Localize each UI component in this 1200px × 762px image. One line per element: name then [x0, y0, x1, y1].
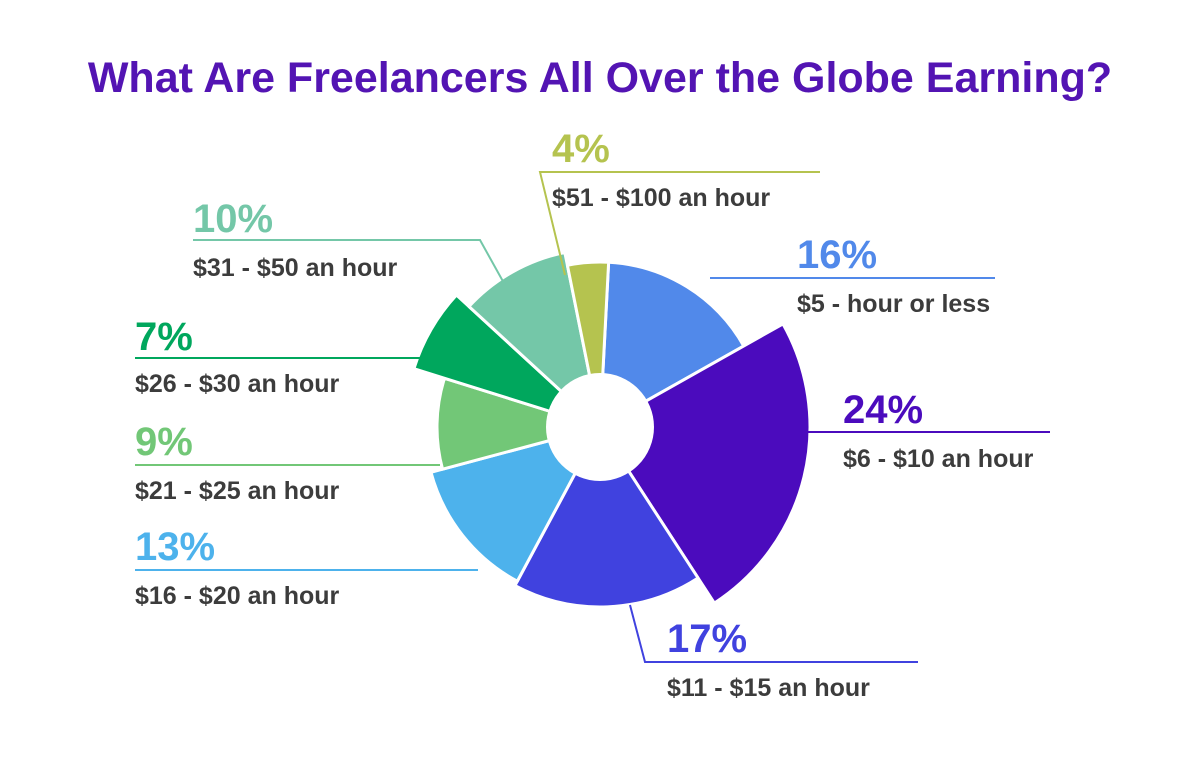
pct-label-51-100: 4% — [552, 127, 610, 171]
callouts: 16% $5 - hour or less 24% $6 - $10 an hour 1… — [135, 127, 1050, 702]
pct-label-11-15: 17% — [667, 617, 747, 661]
callout-line-51-100 — [538, 171, 820, 276]
pct-label-21-25: 9% — [135, 420, 193, 464]
pie-slice-11-15 — [513, 425, 700, 609]
range-label-16-20: $16 - $20 an hour — [135, 582, 340, 610]
range-label-31-50: $31 - $50 an hour — [193, 254, 398, 282]
callout-line-31-50 — [193, 239, 506, 286]
range-label-51-100: $51 - $100 an hour — [552, 184, 770, 212]
pie-slice-21-25 — [435, 376, 602, 471]
pie-slice-26-30 — [412, 293, 602, 429]
pct-label-5-or-less: 16% — [797, 233, 877, 277]
pie-slice-6-10 — [598, 322, 812, 605]
pct-label-26-30: 7% — [135, 315, 193, 359]
range-label-6-10: $6 - $10 an hour — [843, 445, 1034, 473]
pie-slices — [412, 251, 812, 609]
range-label-5-or-less: $5 - hour or less — [797, 290, 990, 318]
chart-title: What Are Freelancers All Over the Globe … — [88, 54, 1112, 102]
pct-label-16-20: 13% — [135, 525, 215, 569]
pie-center-hole — [546, 373, 654, 481]
pct-label-31-50: 10% — [193, 197, 273, 241]
range-label-21-25: $21 - $25 an hour — [135, 477, 340, 505]
range-label-26-30: $26 - $30 an hour — [135, 370, 340, 398]
pct-label-6-10: 24% — [843, 388, 923, 432]
pie-slice-16-20 — [429, 425, 602, 583]
pie-slice-5-or-less — [598, 260, 746, 429]
range-label-11-15: $11 - $15 an hour — [667, 674, 870, 702]
callout-line-11-15 — [629, 604, 918, 663]
